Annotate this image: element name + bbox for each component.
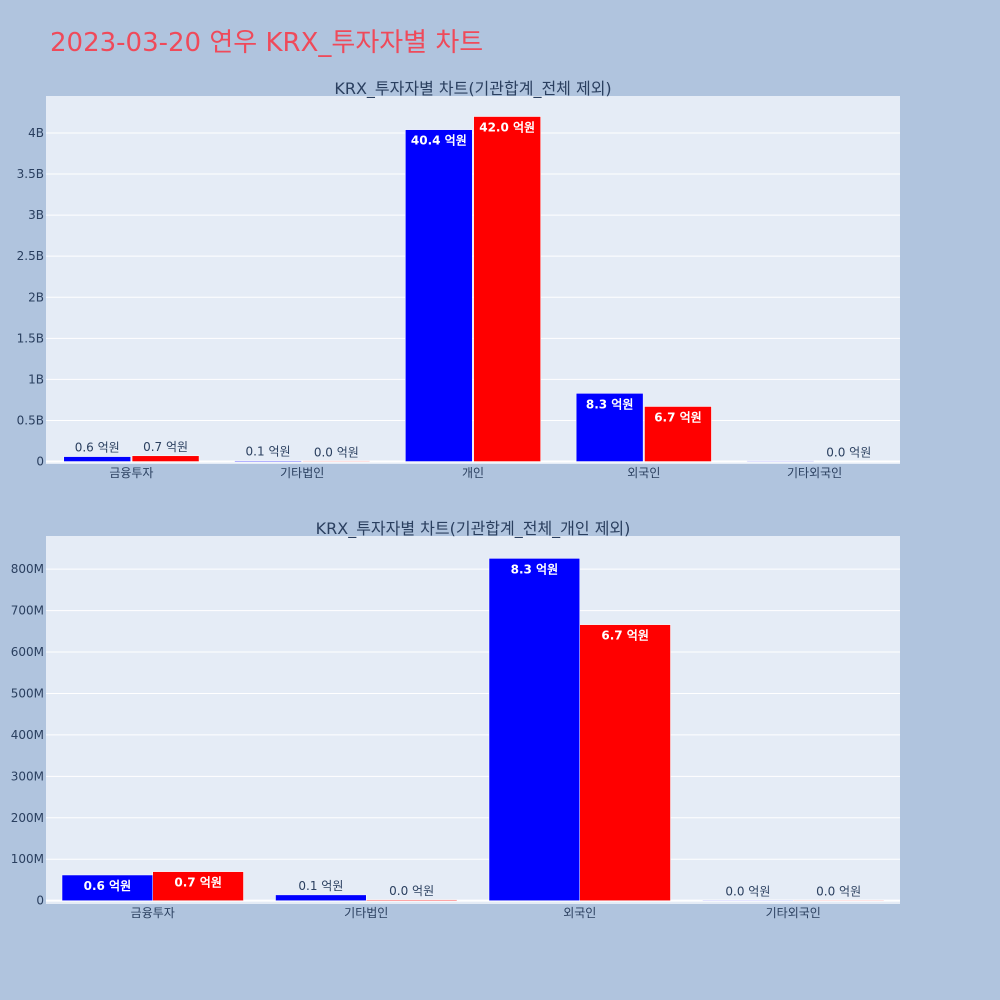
bar [575, 393, 644, 462]
bar [366, 899, 458, 901]
y-tick-label: 1B [28, 372, 44, 386]
bar [746, 460, 815, 462]
y-tick-label: 600M [11, 645, 44, 659]
x-tick-label: 외국인 [563, 906, 596, 920]
bar-data-label: 0.6 억원 [75, 441, 120, 455]
y-tick-label: 300M [11, 769, 44, 783]
plot-area [46, 96, 900, 464]
bar [234, 460, 302, 462]
bar-data-label: 8.3 억원 [586, 397, 634, 411]
y-tick-label: 2.5B [17, 249, 44, 263]
y-tick-label: 500M [11, 686, 44, 700]
bar-data-label: 0.0 억원 [816, 884, 861, 898]
y-tick-label: 3.5B [17, 167, 44, 181]
chart-title: KRX_투자자별 차트(기관합계_전체_개인 제외) [316, 519, 631, 539]
bar [702, 899, 794, 901]
bar-data-label: 6.7 억원 [601, 629, 649, 643]
bar [61, 874, 154, 901]
bar [793, 899, 885, 901]
bar-data-label: 0.1 억원 [298, 879, 343, 893]
page-title: 2023-03-20 연우 KRX_투자자별 차트 [50, 28, 484, 58]
y-tick-label: 0 [36, 455, 44, 469]
y-tick-label: 4B [28, 126, 44, 140]
x-tick-label: 개인 [462, 466, 484, 480]
x-tick-label: 금융투자 [109, 466, 153, 480]
bar-data-label: 40.4 억원 [411, 134, 467, 148]
bar [302, 460, 371, 462]
y-tick-label: 0.5B [17, 413, 44, 427]
y-tick-label: 3B [28, 208, 44, 222]
x-tick-label: 기타법인 [344, 906, 388, 920]
chart-title: KRX_투자자별 차트(기관합계_전체 제외) [334, 79, 611, 99]
x-tick-label: 금융투자 [131, 906, 175, 920]
x-tick-label: 기타외국인 [787, 466, 842, 480]
bar [275, 894, 367, 901]
chart-bottom: KRX_투자자별 차트(기관합계_전체_개인 제외) 0 100M 200M 300M 4… [11, 519, 900, 920]
bar-data-label: 0.0 억원 [725, 884, 770, 898]
bar [488, 558, 581, 901]
bar-data-label: 8.3 억원 [511, 562, 559, 576]
x-tick-label: 기타법인 [280, 466, 324, 480]
chart-top: KRX_투자자별 차트(기관합계_전체 제외) 0 0.5B 1B 1.5B 2B 2.5B… [17, 79, 900, 480]
bar [152, 871, 244, 901]
bar [63, 456, 131, 462]
bar [644, 406, 712, 462]
bar [131, 455, 200, 462]
bar-data-label: 0.7 억원 [143, 440, 188, 454]
y-tick-label: 1.5B [17, 331, 44, 345]
y-tick-label: 0 [36, 894, 44, 908]
y-tick-label: 800M [11, 562, 44, 576]
y-tick-label: 2B [28, 290, 44, 304]
bar-data-label: 42.0 억원 [479, 121, 535, 135]
bar-data-label: 0.7 억원 [174, 876, 222, 890]
bar [405, 129, 473, 462]
bar-data-label: 0.0 억원 [826, 446, 871, 460]
bar-data-label: 0.0 억원 [314, 445, 359, 459]
x-tick-label: 기타외국인 [766, 906, 821, 920]
bar [579, 624, 671, 901]
y-tick-label: 100M [11, 852, 44, 866]
bar-data-label: 0.6 억원 [84, 879, 132, 893]
y-tick-label: 700M [11, 604, 44, 618]
bar-data-label: 0.0 억원 [389, 884, 434, 898]
y-tick-label: 400M [11, 728, 44, 742]
bar-data-label: 6.7 억원 [654, 411, 702, 425]
plot-area [46, 536, 900, 904]
y-tick-label: 200M [11, 811, 44, 825]
x-tick-label: 외국인 [627, 466, 660, 480]
bar-data-label: 0.1 억원 [246, 445, 291, 459]
bar [473, 116, 541, 462]
